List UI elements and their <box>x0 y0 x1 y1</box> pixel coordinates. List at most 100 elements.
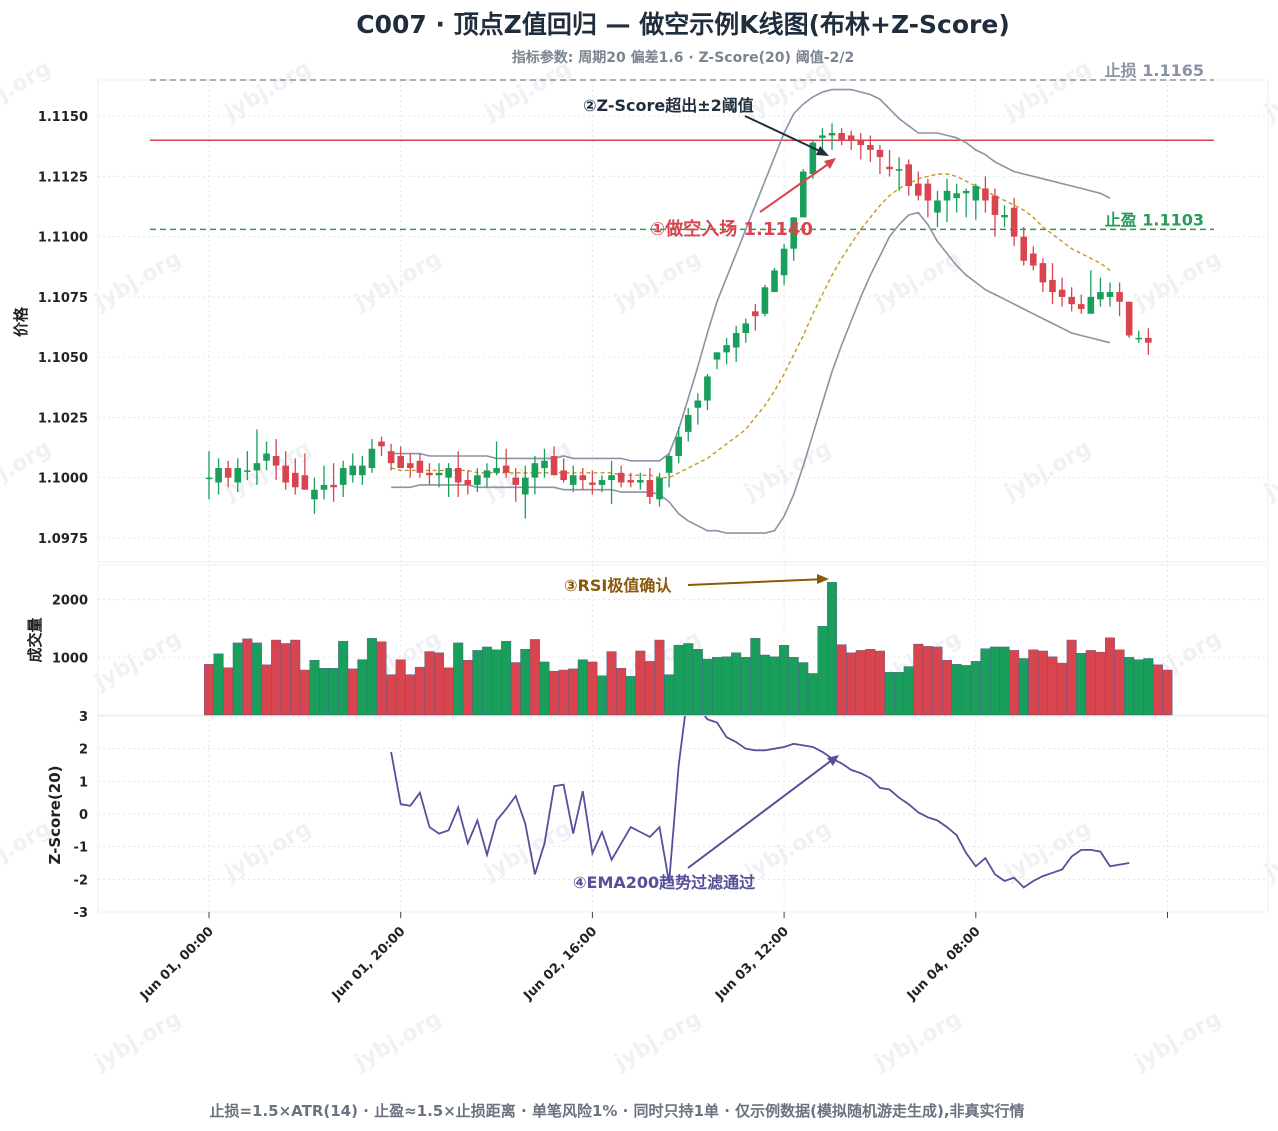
zscore-tick-label: 2 <box>79 743 88 758</box>
candle-body <box>895 169 903 171</box>
volume-bar <box>213 653 224 716</box>
volume-bar <box>664 674 675 716</box>
candle-body <box>378 441 385 447</box>
volume-bar <box>798 662 809 716</box>
watermark-text: jybj.org <box>1000 56 1096 126</box>
bollinger-lower-line <box>391 211 1111 534</box>
candle-body <box>742 323 750 334</box>
volume-bar <box>874 650 885 716</box>
price-panel-frame <box>97 79 1269 563</box>
candle-body <box>1001 214 1008 218</box>
annotation-ema-arrowhead <box>827 755 839 766</box>
candle-body <box>234 468 242 483</box>
annotation-z-threshold: ②Z-Score超出±2阈值 <box>583 96 754 115</box>
watermark-text: jybj.org <box>870 1006 966 1076</box>
bollinger-upper-line <box>391 88 1111 462</box>
candle-body <box>483 470 491 478</box>
candle-body <box>493 468 500 473</box>
price-axis-label: 价格 <box>12 306 30 337</box>
candle-body <box>1058 289 1066 297</box>
volume-tick-label: 1000 <box>52 651 88 666</box>
candle-body <box>771 270 778 293</box>
price-tick-label: 1.1000 <box>38 472 88 487</box>
volume-bar <box>510 662 521 716</box>
volume-bar <box>692 649 703 716</box>
volume-bar <box>731 652 742 716</box>
x-tick-label: Jun 02, 16:00 <box>520 924 600 1004</box>
price-tick-label: 1.0975 <box>38 532 88 547</box>
watermark-text: jybj.org <box>610 1006 706 1076</box>
watermark-text: jybj.org <box>740 56 836 126</box>
watermark-text: jybj.org <box>870 246 966 316</box>
candle-body <box>991 195 999 215</box>
candle-body <box>857 140 865 146</box>
level-label: 止盈 1.1103 <box>1105 210 1204 229</box>
volume-bar <box>443 667 454 716</box>
candle-body <box>656 477 663 500</box>
candle-body <box>445 468 452 478</box>
volume-bar <box>1162 669 1173 716</box>
candle-body <box>886 166 893 170</box>
watermark-text: jybj.org <box>1260 436 1278 506</box>
candle-body <box>943 190 951 201</box>
candle-body <box>780 248 788 276</box>
candle-body <box>838 133 845 141</box>
volume-bar <box>1047 656 1058 716</box>
candle-body <box>263 453 270 461</box>
volume-bar <box>836 644 847 716</box>
candle-body <box>847 135 855 141</box>
volume-bar <box>1152 664 1163 716</box>
volume-bar <box>827 582 838 716</box>
volume-bar <box>232 642 243 716</box>
candle-body <box>1106 292 1114 297</box>
volume-bar <box>1133 659 1144 716</box>
candle-body <box>723 345 730 353</box>
watermark-text: jybj.org <box>480 56 576 126</box>
volume-bar <box>529 639 540 716</box>
volume-bar <box>606 651 617 716</box>
volume-bar <box>405 674 416 716</box>
volume-bar <box>472 650 483 716</box>
volume-bar <box>251 642 262 716</box>
candle-body <box>320 484 328 490</box>
price-tick-label: 1.1050 <box>38 351 88 366</box>
candle-body <box>1010 207 1018 237</box>
candle-body <box>598 480 606 485</box>
volume-bar <box>961 665 972 716</box>
candle-body <box>550 455 558 476</box>
volume-bar <box>654 639 665 716</box>
candle-body <box>608 475 615 481</box>
volume-bars <box>203 582 1173 716</box>
volume-bar <box>453 642 464 716</box>
volume-bar <box>1018 658 1029 716</box>
annotation-entry: ①做空入场 1.1140 <box>650 218 813 240</box>
candle-body <box>359 465 366 476</box>
candle-body <box>426 472 433 476</box>
candle-body <box>454 468 462 483</box>
volume-bar <box>932 646 943 716</box>
candle-body <box>1097 292 1104 300</box>
annotation-entry-arrow <box>759 159 835 213</box>
candle-body <box>828 133 836 136</box>
candlesticks <box>205 123 1152 519</box>
volume-bar <box>242 638 253 716</box>
zscore-tick-label: 1 <box>79 775 88 790</box>
volume-bar <box>347 668 358 716</box>
watermark-text: jybj.org <box>1130 246 1226 316</box>
volume-bar <box>414 666 425 716</box>
candle-body <box>416 460 424 473</box>
candle-body <box>876 149 884 158</box>
volume-bar <box>491 649 502 716</box>
volume-bar <box>1066 639 1077 716</box>
volume-bar <box>702 658 713 716</box>
annotation-ema: ④EMA200趋势过滤通过 <box>573 873 755 892</box>
watermark-text: jybj.org <box>480 816 576 886</box>
x-tick-label: Jun 01, 00:00 <box>137 924 217 1004</box>
price-tick-label: 1.1150 <box>38 110 88 125</box>
candle-body <box>406 463 414 469</box>
watermark-layer: jybj.org jybj.org jybj.org jybj.org jybj.org… <box>0 56 1278 1076</box>
candle-body <box>589 482 596 485</box>
volume-bar <box>970 661 981 716</box>
volume-bar <box>596 675 607 716</box>
volume-bar <box>1124 657 1135 716</box>
